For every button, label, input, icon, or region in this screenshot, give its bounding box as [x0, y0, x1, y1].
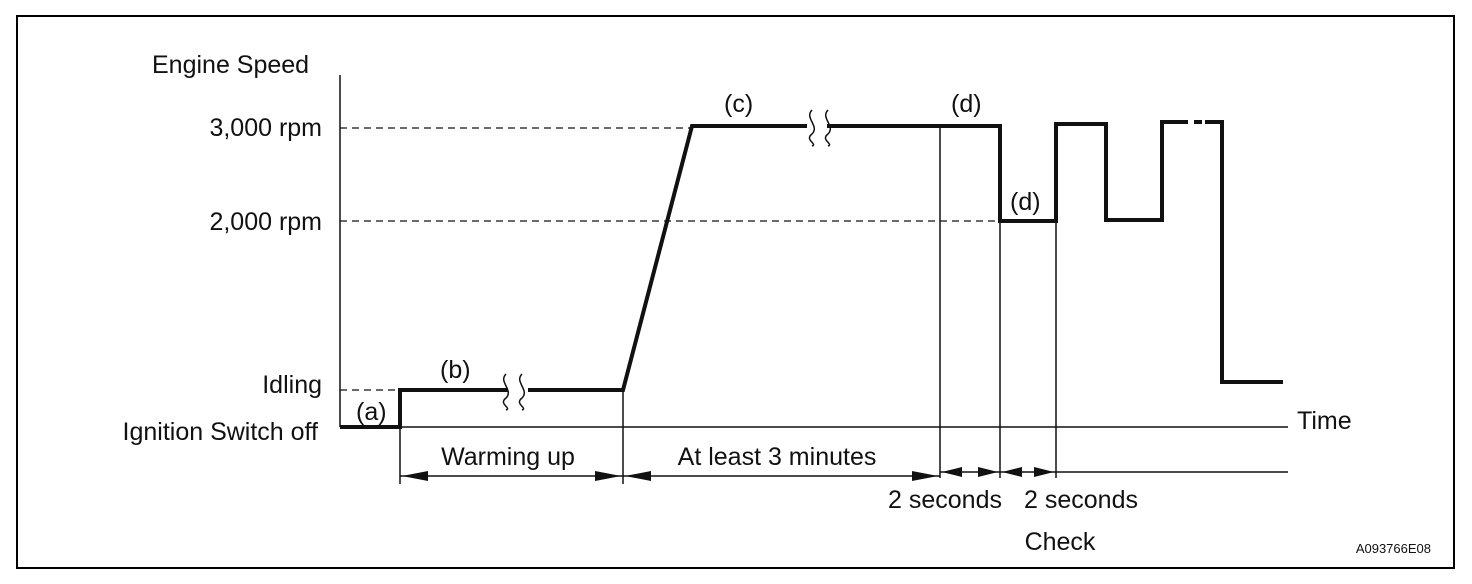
level-label-ignition-off: Ignition Switch off [123, 418, 319, 446]
frame-border [16, 15, 1455, 569]
interval-label-check: Check [1025, 528, 1096, 556]
speed-trace-segment-4 [1205, 120, 1283, 384]
interval-label-2-seconds-2: 2 seconds [1024, 486, 1138, 514]
level-label-idling: Idling [262, 371, 322, 399]
y-axis-title: Engine Speed [152, 51, 309, 79]
marker-a: (a) [356, 398, 387, 426]
speed-trace-segment-3 [827, 120, 1180, 223]
speed-trace-segment-2 [528, 124, 807, 392]
marker-b: (b) [440, 356, 471, 384]
figure-id: A093766E08 [1356, 541, 1431, 556]
interval-label-3-minutes: At least 3 minutes [678, 443, 877, 471]
marker-c: (c) [724, 90, 753, 118]
level-label-2000: 2,000 rpm [209, 208, 322, 236]
interval-label-2-seconds-1: 2 seconds [888, 486, 1002, 514]
x-axis-title: Time [1297, 407, 1352, 435]
interval-arrow-warming-up [400, 471, 623, 481]
interval-label-warming-up: Warming up [441, 443, 575, 471]
level-label-3000: 3,000 rpm [209, 114, 322, 142]
interval-arrow-2-seconds-1 [940, 467, 1000, 477]
time-break-mark-idle [502, 373, 525, 411]
speed-trace-segment-1 [340, 388, 508, 429]
time-break-mark-3000 [808, 109, 831, 147]
interval-arrow-2-seconds-2 [1000, 467, 1056, 477]
marker-d-second: (d) [1010, 188, 1041, 216]
marker-d-first: (d) [951, 90, 982, 118]
interval-arrow-3-minutes [623, 471, 940, 481]
